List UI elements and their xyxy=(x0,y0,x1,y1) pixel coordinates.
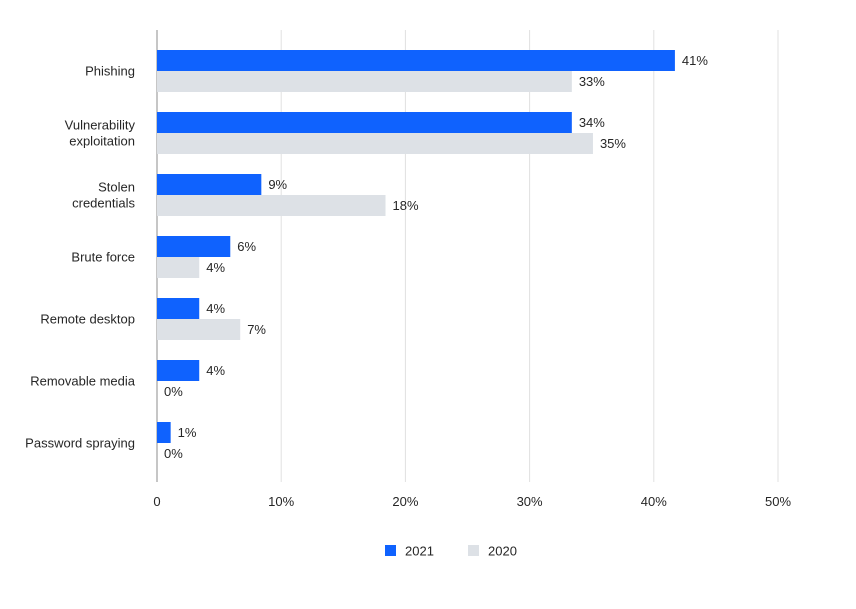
bar-2021 xyxy=(157,174,262,195)
data-label-2020: 33% xyxy=(579,74,605,89)
category-label-line: Password spraying xyxy=(25,436,135,451)
category-label-line: Brute force xyxy=(71,250,135,265)
legend-swatch xyxy=(468,545,479,556)
data-label-2021: 41% xyxy=(682,53,708,68)
data-label-2021: 34% xyxy=(579,115,605,130)
legend-label: 2020 xyxy=(488,544,517,559)
category-label-line: Vulnerability xyxy=(65,118,136,133)
bar-2020 xyxy=(157,195,386,216)
gridlines xyxy=(156,30,779,482)
category-label-line: Remote desktop xyxy=(40,312,135,327)
bar-2020 xyxy=(157,133,593,154)
data-label-2020: 18% xyxy=(393,198,419,213)
category-label-line: Stolen xyxy=(98,180,135,195)
bar-2020 xyxy=(157,319,241,340)
bar-2020 xyxy=(157,71,572,92)
x-axis-ticks: 0 10% 20% 30% 40% 50% xyxy=(153,494,791,509)
category-label: Phishing xyxy=(85,64,135,79)
category-label: Stolen credentials xyxy=(72,180,135,211)
category-label-line: exploitation xyxy=(69,134,135,149)
category-label-line: credentials xyxy=(72,196,135,211)
data-label-2021: 4% xyxy=(206,301,225,316)
data-label-2020: 4% xyxy=(206,260,225,275)
legend-item-2020: 2020 xyxy=(468,544,517,559)
data-label-2021: 4% xyxy=(206,363,225,378)
data-label-2020: 7% xyxy=(247,322,266,337)
category-label: Vulnerability exploitation xyxy=(65,118,136,149)
data-labels: 41% 33% 34% 35% 9% 18% 6% 4% 4% 7% 4% 0% 1% 0% xyxy=(164,53,708,461)
data-label-2021: 9% xyxy=(268,177,287,192)
legend-label: 2021 xyxy=(405,544,434,559)
bar-2021 xyxy=(157,236,231,257)
x-tick-label: 50% xyxy=(765,494,791,509)
bar-2020 xyxy=(157,257,200,278)
bar-2021 xyxy=(157,360,200,381)
legend-item-2021: 2021 xyxy=(385,544,434,559)
category-label: Brute force xyxy=(71,250,135,265)
category-label-line: Phishing xyxy=(85,64,135,79)
category-label: Removable media xyxy=(30,374,136,389)
x-tick-label: 10% xyxy=(268,494,294,509)
bars xyxy=(157,50,675,443)
data-label-2020: 0% xyxy=(164,446,183,461)
data-label-2021: 1% xyxy=(178,425,197,440)
x-tick-label: 30% xyxy=(517,494,543,509)
category-labels: Phishing Vulnerability exploitation Stolen c… xyxy=(25,64,136,451)
legend: 2021 2020 xyxy=(385,544,517,559)
data-label-2020: 35% xyxy=(600,136,626,151)
bar-2021 xyxy=(157,112,572,133)
x-tick-label: 20% xyxy=(392,494,418,509)
category-label-line: Removable media xyxy=(30,374,136,389)
legend-swatch xyxy=(385,545,396,556)
data-label-2020: 0% xyxy=(164,384,183,399)
x-tick-label: 40% xyxy=(641,494,667,509)
bar-2021 xyxy=(157,50,675,71)
data-label-2021: 6% xyxy=(237,239,256,254)
bar-2021 xyxy=(157,422,171,443)
x-tick-label: 0 xyxy=(153,494,160,509)
bar-2021 xyxy=(157,298,200,319)
category-label: Remote desktop xyxy=(40,312,135,327)
category-label: Password spraying xyxy=(25,436,135,451)
